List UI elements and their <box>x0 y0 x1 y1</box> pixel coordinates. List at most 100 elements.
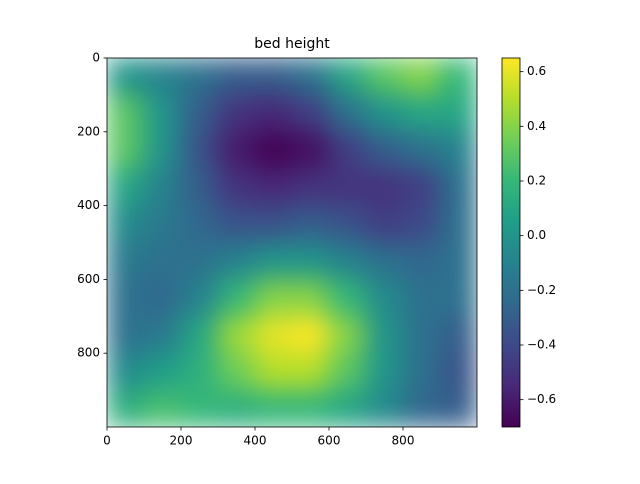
heatmap-cell <box>439 131 477 170</box>
colorbar-tick-label: 0.6 <box>527 64 546 78</box>
heatmap-cell <box>328 278 367 317</box>
heatmap-cell <box>180 389 219 427</box>
heatmap-cell <box>143 389 182 427</box>
chart-title: bed height <box>254 36 330 52</box>
heatmap-cell <box>180 168 219 207</box>
heatmap-cell <box>439 168 477 207</box>
heatmap-cell <box>439 205 477 243</box>
y-tick-label: 600 <box>77 272 100 286</box>
heatmap-cell <box>328 242 367 280</box>
heatmap-cell <box>180 94 219 133</box>
x-tick-label: 600 <box>318 434 341 448</box>
heatmap-cell <box>402 131 441 170</box>
heatmap-cell <box>180 131 219 170</box>
heatmap-cell <box>439 278 477 317</box>
heatmap-cell <box>402 315 441 354</box>
heatmap-cell <box>402 205 441 243</box>
heatmap-cell <box>254 315 293 354</box>
heatmap-cell <box>291 58 330 96</box>
heatmap-cell <box>328 168 367 207</box>
heatmap-cell <box>291 315 330 354</box>
x-tick-label: 400 <box>244 434 267 448</box>
heatmap-cell <box>107 242 145 280</box>
heatmap-cell <box>402 94 441 133</box>
heatmap-cell <box>107 131 145 170</box>
heatmap-cell <box>365 131 404 170</box>
heatmap-cell <box>217 58 256 96</box>
heatmap-cell <box>291 168 330 207</box>
heatmap-cell <box>365 58 404 96</box>
colorbar <box>501 57 521 428</box>
heatmap-cell <box>291 205 330 243</box>
heatmap-cell <box>254 242 293 280</box>
colorbar-tick-label: −0.4 <box>527 338 556 352</box>
heatmap-cell <box>402 58 441 96</box>
heatmap-cell <box>143 278 182 317</box>
heatmap-cell <box>439 58 477 96</box>
heatmap-cell <box>254 205 293 243</box>
heatmap-cell <box>365 94 404 133</box>
heatmap-cell <box>107 168 145 207</box>
heatmap-cell <box>143 131 182 170</box>
heatmap-cell <box>217 389 256 427</box>
heatmap-cell <box>328 131 367 170</box>
x-tick-label: 0 <box>103 434 111 448</box>
heatmap-cell <box>439 315 477 354</box>
colorbar-tick-label: −0.2 <box>527 283 556 297</box>
colorbar-tick-label: 0.4 <box>527 119 546 133</box>
heatmap-cell <box>217 352 256 391</box>
heatmap-cell <box>365 315 404 354</box>
heatmap-cell <box>254 58 293 96</box>
plot <box>107 58 477 427</box>
heatmap-cell <box>402 242 441 280</box>
heatmap-cell <box>328 352 367 391</box>
heatmap <box>107 58 477 427</box>
heatmap-cell <box>107 94 145 133</box>
heatmap-cell <box>328 205 367 243</box>
x-tick-label: 800 <box>392 434 415 448</box>
heatmap-cell <box>217 168 256 207</box>
y-tick-label: 400 <box>77 198 100 212</box>
y-tick-label: 0 <box>92 51 100 65</box>
heatmap-cell <box>180 205 219 243</box>
heatmap-cell <box>143 242 182 280</box>
heatmap-cell <box>439 389 477 427</box>
heatmap-cell <box>439 242 477 280</box>
heatmap-cell <box>143 352 182 391</box>
heatmap-cell <box>291 242 330 280</box>
heatmap-cell <box>217 278 256 317</box>
heatmap-cell <box>328 94 367 133</box>
heatmap-cell <box>180 278 219 317</box>
heatmap-cell <box>365 278 404 317</box>
heatmap-cell <box>365 389 404 427</box>
heatmap-cell <box>180 315 219 354</box>
heatmap-cell <box>143 315 182 354</box>
colorbar-tick-label: −0.6 <box>527 392 556 406</box>
heatmap-cell <box>365 352 404 391</box>
y-tick-label: 800 <box>77 346 100 360</box>
heatmap-cell <box>254 168 293 207</box>
heatmap-cell <box>217 94 256 133</box>
heatmap-cell <box>328 315 367 354</box>
heatmap-cell <box>328 389 367 427</box>
x-tick-label: 200 <box>170 434 193 448</box>
heatmap-cell <box>107 389 145 427</box>
heatmap-cell <box>180 352 219 391</box>
axes-frame <box>106 57 478 428</box>
heatmap-cell <box>365 168 404 207</box>
heatmap-cell <box>107 352 145 391</box>
heatmap-cell <box>254 94 293 133</box>
heatmap-cell <box>291 278 330 317</box>
heatmap-cell <box>439 94 477 133</box>
heatmap-cell <box>217 131 256 170</box>
heatmap-cell <box>365 205 404 243</box>
heatmap-cell <box>107 315 145 354</box>
heatmap-cell <box>328 58 367 96</box>
heatmap-cell <box>254 352 293 391</box>
heatmap-cell <box>439 352 477 391</box>
heatmap-cell <box>107 278 145 317</box>
heatmap-cell <box>402 278 441 317</box>
heatmap-cell <box>254 131 293 170</box>
heatmap-cell <box>291 389 330 427</box>
heatmap-cell <box>107 205 145 243</box>
